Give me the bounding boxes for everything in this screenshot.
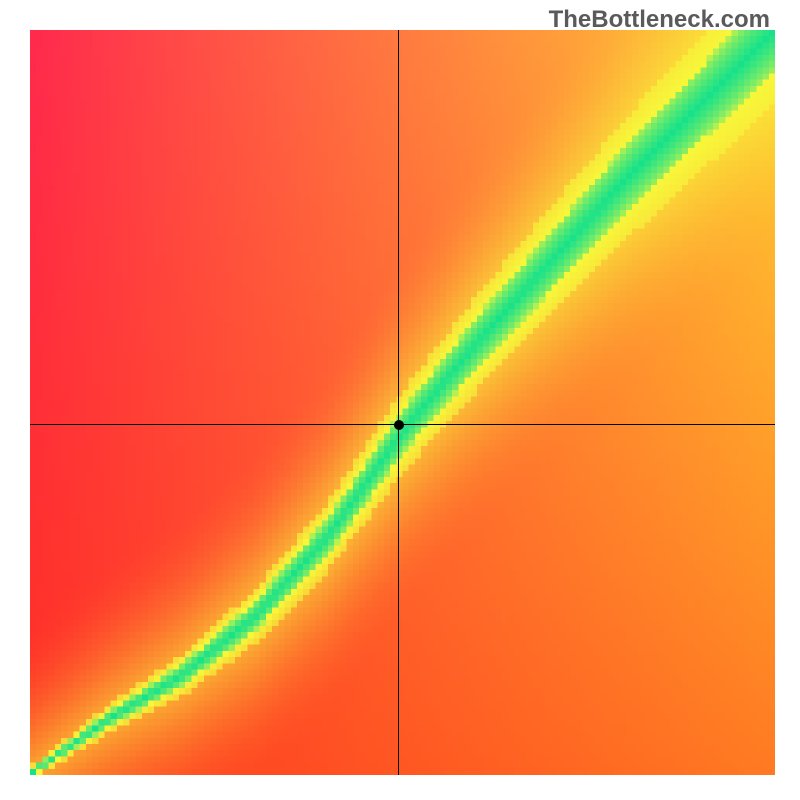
crosshair-marker [394, 420, 404, 430]
chart-container: TheBottleneck.com [0, 0, 800, 800]
watermark-text: TheBottleneck.com [549, 6, 770, 34]
bottleneck-heatmap [30, 30, 775, 775]
crosshair-vertical [398, 30, 399, 775]
